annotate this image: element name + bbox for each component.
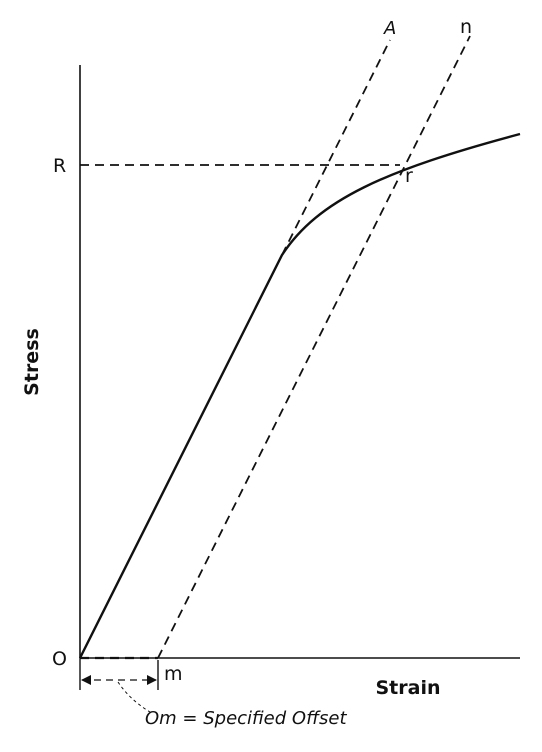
label-yield-stress: R	[53, 155, 66, 177]
label-offset-point: m	[164, 663, 183, 685]
offset-arrowhead-left	[81, 675, 91, 685]
label-origin: O	[52, 648, 67, 670]
label-elastic-end: A	[383, 18, 396, 39]
offset-line	[157, 35, 471, 659]
label-offset-end: n	[460, 16, 472, 38]
y-axis-label: Stress	[21, 328, 43, 396]
offset-arrowhead-right	[147, 675, 157, 685]
offset-note: Om = Specified Offset	[145, 708, 348, 729]
label-intersection: r	[405, 165, 413, 187]
x-axis-label: Strain	[376, 677, 441, 699]
elastic-extension-line	[281, 39, 391, 256]
stress-strain-curve	[78, 132, 521, 659]
